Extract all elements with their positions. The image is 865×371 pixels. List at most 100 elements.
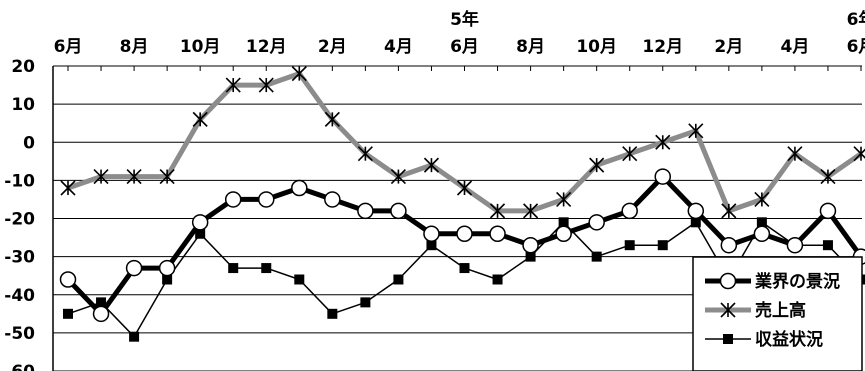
data-point [360,297,371,308]
data-point [225,77,241,93]
data-point [820,168,836,185]
data-point [624,240,635,251]
x-axis: 6月 8月 10月 12月 2月 4月 6月 8月 10月 12月 2月 4月 6月 5年 6年 [54,9,865,57]
data-point [591,251,602,262]
y-tick-label: -50 [4,324,35,344]
data-point [390,168,406,185]
data-point [126,168,142,185]
data-point [819,202,837,220]
legend-label: 売上高 [755,300,806,321]
x-tick-label: 2月 [714,37,743,57]
data-point [423,225,440,242]
legend-marker [719,272,737,290]
y-tick-label: 10 [11,95,35,115]
y-tick-label: -30 [4,248,35,268]
data-point [63,308,73,319]
data-point [654,168,671,185]
data-point [423,157,440,173]
legend-marker [720,302,736,318]
data-point [357,202,374,220]
legend-box [692,256,863,371]
data-point [324,191,341,208]
data-point [426,240,437,251]
x-tick-label: 6月 [450,37,479,57]
data-point [853,146,865,162]
data-point [721,203,737,219]
data-point [60,180,76,196]
data-point [258,191,275,208]
y-tick-label: -40 [4,286,35,306]
x-tick-label: 2月 [318,37,347,57]
data-point [489,203,506,219]
data-point [162,274,173,285]
x-tick-label: 8月 [120,37,149,57]
data-point [327,308,338,319]
x-tick-label: 6月 [847,37,865,57]
data-point [96,297,107,308]
data-point [191,214,209,231]
data-point [720,236,738,254]
data-point [822,240,833,251]
series-0 [59,168,865,323]
data-point [687,202,705,220]
series-layer [59,66,865,342]
data-point [756,217,767,228]
data-point [291,179,308,197]
data-point [224,191,242,208]
data-point [621,202,638,220]
data-point [754,191,770,208]
x-tick-label: 4月 [384,37,413,57]
data-point [655,134,671,150]
legend-label: 業界の景況 [755,271,840,292]
data-point [324,111,340,127]
data-point [522,236,539,254]
data-point [192,111,208,127]
data-point [228,263,239,274]
data-point [291,66,307,82]
y-tick-label: 20 [11,57,35,77]
legend-entry: 業界の景況 [705,271,840,292]
x-tick-label: 8月 [516,37,545,57]
series-1 [60,66,865,219]
data-point [588,214,605,231]
x-year-label: 5年 [450,9,479,30]
data-point [393,274,404,285]
data-point [525,251,536,262]
x-tick-label: 12月 [642,37,683,57]
y-axis: 20 10 0 -10 -20 -30 -40 -50 -60 [4,57,35,371]
data-point [489,225,506,242]
data-point [261,263,272,274]
data-point [523,203,539,219]
data-point [357,146,373,162]
legend-marker [723,334,733,344]
data-point [787,146,803,162]
data-point [129,331,140,342]
y-tick-label: -20 [4,210,35,230]
data-point [258,77,274,93]
data-point [158,259,176,277]
data-point [92,305,110,323]
data-point [589,157,605,173]
data-point [125,259,143,277]
y-tick-label: -10 [4,171,35,191]
data-point [390,202,407,220]
y-tick-label: 0 [23,133,35,153]
data-point [456,180,473,196]
data-point [555,225,572,242]
data-point [459,263,470,274]
data-point [690,217,701,228]
data-point [59,271,77,288]
y-tick-label: -60 [4,362,35,371]
data-point [786,236,804,254]
data-point [622,146,638,162]
x-tick-label: 12月 [246,37,287,57]
data-point [556,191,572,208]
legend-label: 収益状況 [755,329,823,350]
data-point [456,225,473,242]
data-point [688,123,704,139]
x-tick-label: 10月 [576,37,617,57]
legend-entry: 売上高 [705,300,806,321]
data-point [195,228,206,239]
x-tick-label: 6月 [54,37,83,57]
